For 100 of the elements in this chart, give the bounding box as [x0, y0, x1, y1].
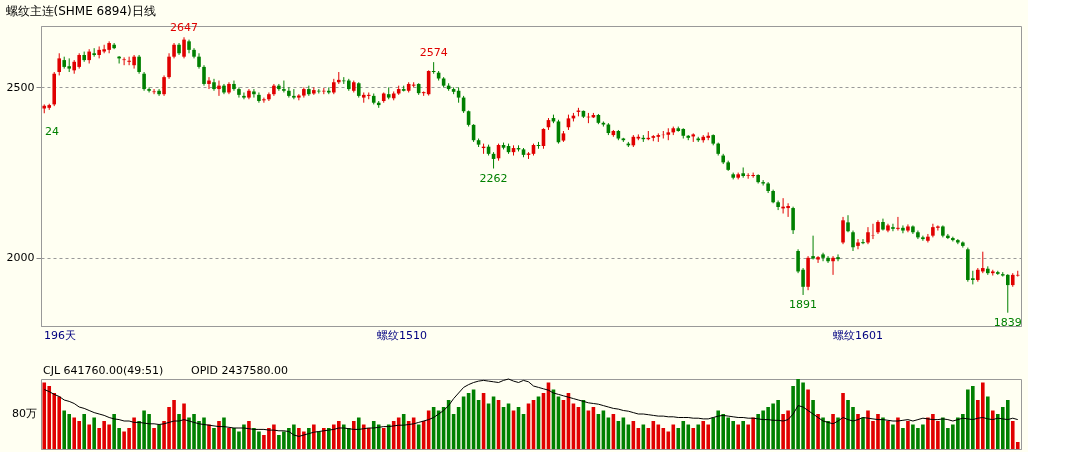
bar: [307, 428, 311, 449]
bar: [986, 396, 990, 449]
text: CJL 641760.00(49:51): [43, 364, 164, 377]
candlestick: [891, 223, 895, 232]
candlestick: [57, 52, 62, 76]
bar: [366, 428, 371, 449]
bar: [386, 424, 391, 449]
bar: [861, 417, 865, 449]
text: OPID 2437580.00: [191, 364, 288, 377]
bar: [896, 417, 900, 449]
bar: [247, 421, 251, 449]
bar: [82, 414, 86, 449]
candlestick: [292, 88, 296, 100]
annotation: 24: [45, 125, 59, 138]
bar: [1005, 400, 1010, 449]
bar: [92, 417, 96, 449]
candlestick: [262, 97, 266, 104]
text: 80万: [12, 407, 37, 420]
chart-title: 螺纹主连(SHME 6894)日线: [5, 3, 156, 18]
y-tick-label: 2000: [6, 251, 35, 265]
candlestick: [856, 238, 860, 250]
candlestick: [282, 80, 286, 93]
bar: [396, 417, 401, 449]
bar: [322, 428, 326, 449]
bar: [351, 421, 356, 449]
candlestick: [242, 91, 246, 100]
candlestick: [162, 74, 166, 97]
candlestick: [816, 255, 820, 264]
bar: [811, 400, 815, 449]
candlestick: [207, 76, 211, 90]
bar: [831, 414, 835, 449]
candlestick: [147, 86, 151, 93]
bar: [346, 428, 351, 449]
candlestick: [836, 253, 840, 262]
y-tick-label: 2500: [6, 80, 35, 94]
annotation: 1891: [789, 297, 818, 311]
candlestick: [811, 235, 815, 261]
bar: [381, 428, 386, 449]
candlestick: [122, 56, 126, 66]
candlestick: [921, 235, 925, 242]
bar: [182, 403, 186, 449]
candlestick: [232, 80, 236, 92]
bar: [312, 424, 316, 449]
bar: [836, 417, 840, 449]
candlestick: [791, 206, 795, 235]
bar: [736, 424, 740, 449]
candlestick: [861, 238, 865, 245]
candlestick: [152, 88, 156, 95]
candlestick: [831, 255, 835, 276]
bar: [881, 417, 885, 449]
bar: [177, 414, 181, 449]
candlestick: [896, 216, 900, 232]
candlestick: [202, 64, 206, 87]
candlestick: [297, 93, 301, 101]
bar: [87, 424, 91, 449]
candlestick: [826, 255, 830, 264]
candlestick: [112, 42, 116, 50]
candlestick: [257, 91, 261, 104]
bar: [661, 428, 666, 449]
text: 螺纹1601: [833, 329, 883, 342]
bar: [841, 393, 845, 449]
candlestick: [142, 71, 146, 92]
bar: [152, 428, 156, 449]
candlestick: [137, 54, 141, 75]
bar: [696, 424, 701, 449]
candlestick: [901, 224, 905, 234]
bar: [207, 424, 211, 449]
candlestick: [217, 80, 221, 97]
bar: [212, 428, 216, 449]
bar: [701, 421, 706, 449]
bar: [856, 414, 860, 449]
candlestick: [277, 83, 281, 92]
candlestick: [167, 52, 171, 80]
bar: [691, 428, 696, 449]
annotation: 1839: [993, 315, 1022, 329]
bar: [901, 428, 905, 449]
candlestick: [252, 88, 256, 99]
annotation: 2574: [419, 46, 448, 60]
bar: [376, 424, 381, 449]
text: 196天: [44, 329, 76, 342]
bar: [356, 417, 361, 449]
bar: [816, 414, 820, 449]
bar: [906, 421, 910, 449]
bar: [741, 421, 745, 449]
candlestick: [287, 86, 291, 99]
annotation: 2647: [170, 21, 199, 35]
bar: [217, 421, 221, 449]
candlestick: [841, 216, 845, 245]
candlestick: [182, 36, 186, 59]
bar: [327, 428, 331, 449]
bar: [336, 421, 341, 449]
bar: [317, 431, 321, 449]
candlestick: [1005, 273, 1010, 314]
candlestick: [237, 86, 241, 99]
candlestick: [846, 214, 850, 233]
candlestick: [851, 230, 855, 252]
bar: [806, 389, 810, 449]
bar: [891, 424, 895, 449]
bar: [42, 382, 47, 449]
bar: [990, 410, 995, 449]
